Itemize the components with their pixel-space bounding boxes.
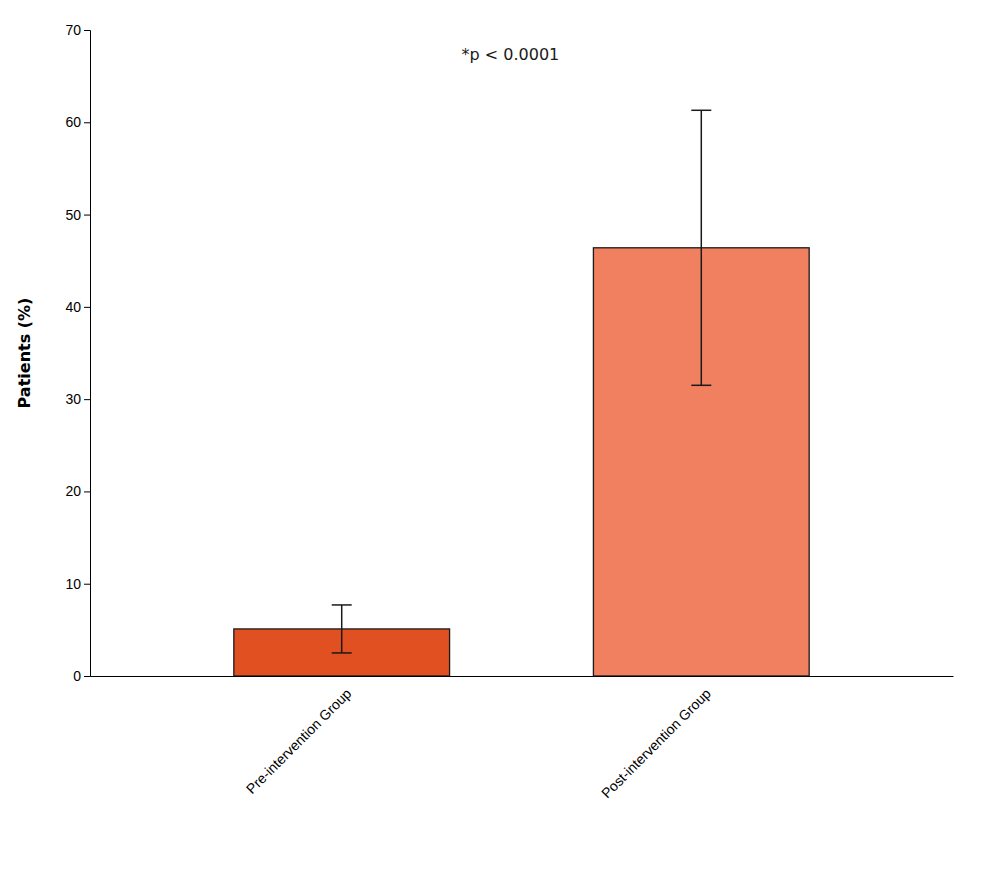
y-axis-line — [84, 31, 91, 677]
error-bar — [332, 605, 352, 653]
y-tick-mark — [84, 307, 90, 308]
y-tick: 20 — [65, 483, 90, 499]
y-tick-mark — [84, 215, 90, 216]
error-bar-cap — [691, 110, 711, 112]
y-tick: 70 — [65, 22, 90, 38]
y-tick-label: 30 — [65, 391, 81, 407]
y-tick-mark — [84, 30, 90, 31]
y-tick: 50 — [65, 207, 90, 223]
x-axis: Pre-intervention Group Post-intervention … — [91, 677, 954, 802]
error-bar-stem — [701, 110, 703, 385]
y-axis: 0 10 20 30 40 50 60 70 — [65, 22, 90, 684]
y-tick-mark — [84, 676, 90, 677]
plot: 0 10 20 30 40 50 60 70 Pre-intervention Group Pos… — [15, 22, 954, 801]
y-tick: 60 — [65, 114, 90, 130]
y-tick-label: 10 — [65, 576, 81, 592]
y-tick: 30 — [65, 391, 90, 407]
y-tick-mark — [84, 399, 90, 400]
y-tick-label: 60 — [65, 114, 81, 130]
x-axis-line — [91, 676, 954, 677]
y-tick-mark — [84, 491, 90, 492]
x-tick: Post-intervention Group — [598, 685, 714, 801]
error-bar-stem — [341, 605, 343, 653]
y-tick-mark — [84, 584, 90, 585]
error-bar-cap — [691, 385, 711, 387]
y-tick-label: 20 — [65, 483, 81, 499]
y-tick-label: 70 — [65, 22, 81, 38]
x-tick: Pre-intervention Group — [243, 685, 355, 797]
error-bar-cap — [332, 604, 352, 606]
y-tick: 0 — [73, 668, 90, 684]
y-tick-mark — [84, 122, 90, 123]
y-tick-label: 50 — [65, 207, 81, 223]
error-bar — [691, 110, 711, 385]
error-bar-cap — [332, 652, 352, 654]
y-axis-title: Patients (%) — [15, 298, 34, 409]
x-tick-label: Post-intervention Group — [598, 685, 714, 801]
marks — [234, 110, 809, 676]
y-tick-label: 0 — [73, 668, 81, 684]
x-tick-label: Pre-intervention Group — [243, 685, 355, 797]
y-tick-label: 40 — [65, 299, 81, 315]
annotation: *p < 0.0001 — [462, 45, 560, 64]
y-tick: 40 — [65, 299, 90, 315]
y-tick: 10 — [65, 576, 90, 592]
chart: 0 10 20 30 40 50 60 70 Pre-intervention Group Pos… — [0, 0, 983, 876]
